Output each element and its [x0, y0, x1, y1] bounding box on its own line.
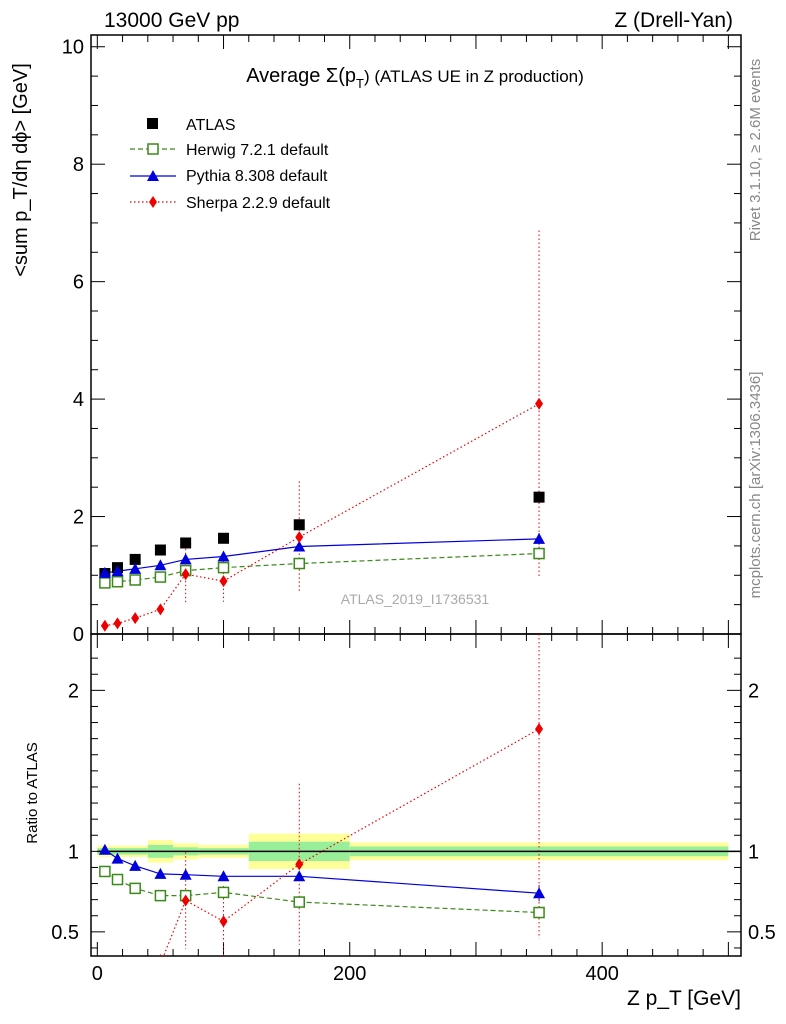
herwig-ratio-point: [129, 882, 141, 895]
main-y-tick-label: 8: [73, 154, 84, 176]
atlas-point: [218, 532, 230, 544]
pythia-point: [154, 559, 167, 571]
herwig-point: [533, 547, 545, 560]
energy-label: 13000 GeV pp: [104, 9, 239, 32]
atlas-point: [129, 553, 141, 565]
rivet-label: Rivet 3.1.10, ≥ 2.6M events: [747, 59, 764, 242]
herwig-line: [104, 552, 540, 584]
sherpa-point: [219, 575, 228, 588]
pythia-ratio-point: [293, 870, 306, 882]
x-tick-label: 400: [585, 963, 618, 985]
herwig-point: [293, 557, 306, 570]
process-label: Z (Drell-Yan): [614, 9, 733, 32]
main-y-axis-title: <sum p_T/dη dϕ> [GeV]: [10, 63, 32, 277]
atlas-point: [293, 519, 305, 531]
sherpa-ratio-point: [295, 858, 304, 871]
herwig-ratio-point: [533, 906, 545, 919]
ratio-data: [98, 634, 546, 956]
ratio-y-tick-label: 2: [68, 680, 79, 702]
legend-marker-sherpa: [149, 196, 157, 208]
pythia-point: [293, 540, 306, 552]
pythia-point: [98, 566, 111, 578]
main-y-tick-label: 10: [62, 37, 84, 59]
legend-label-atlas: ATLAS: [186, 117, 236, 134]
herwig-point: [154, 571, 167, 583]
sherpa-point: [156, 603, 165, 616]
main-y-tick-label: 2: [73, 507, 84, 529]
analysis-watermark: ATLAS_2019_I1736531: [341, 591, 490, 607]
pythia-ratio-point: [129, 859, 142, 871]
atlas-point: [154, 544, 166, 556]
herwig-ratio-point: [111, 873, 124, 886]
legend-marker-pythia: [147, 170, 159, 181]
ratio-axes: 0 200 400 0.5 0.5 1 1 2 2: [51, 634, 776, 985]
atlas-point: [180, 537, 192, 549]
legend-marker-herwig: [147, 143, 159, 155]
ratio-y-tick-label: 1: [68, 841, 79, 863]
herwig-ratio-point: [154, 889, 167, 902]
plot-title-suffix: ) (ATLAS UE in Z production): [364, 67, 584, 86]
main-y-tick-label: 6: [73, 272, 84, 294]
herwig-ratio-point: [99, 865, 111, 878]
ratio-y-tick-label-right: 2: [748, 680, 759, 702]
atlas-point: [533, 491, 545, 503]
sherpa-point: [113, 617, 122, 630]
x-tick-label: 0: [92, 963, 103, 985]
sherpa-point: [535, 397, 544, 410]
herwig-ratio-point: [217, 886, 230, 899]
ratio-bands: [97, 833, 741, 870]
legend-label-pythia: Pythia 8.308 default: [186, 168, 328, 185]
legend-label-sherpa: Sherpa 2.2.9 default: [186, 195, 331, 212]
ratio-plot-frame: [90, 633, 742, 957]
herwig-point: [111, 575, 124, 588]
herwig-point: [99, 577, 111, 589]
sherpa-point: [181, 568, 190, 581]
pythia-point: [179, 553, 192, 565]
main-data: [98, 230, 546, 632]
plot-title-sub: T: [356, 76, 364, 91]
sherpa-point: [100, 619, 109, 632]
sherpa-line: [104, 403, 540, 627]
legend-label-herwig: Herwig 7.2.1 default: [186, 142, 329, 159]
sherpa-point: [295, 531, 304, 544]
ratio-y-tick-label-right: 1: [748, 841, 759, 863]
pythia-point: [533, 532, 546, 544]
pythia-ratio-point: [98, 843, 111, 855]
pythia-point: [129, 562, 142, 574]
mcplots-label: mcplots.cern.ch [arXiv:1306.3436]: [747, 372, 764, 599]
sherpa-ratio-point: [535, 722, 544, 735]
pythia-point: [111, 565, 124, 577]
pythia-ratio-point: [179, 868, 192, 880]
main-axes: 0 2 4 6 8 10: [62, 35, 741, 646]
pythia-ratio-point: [154, 867, 167, 879]
main-y-tick-label: 0: [73, 624, 84, 646]
plot-title: Average Σ(pT) (ATLAS UE in Z production): [246, 65, 584, 91]
plot-title-prefix: Average Σ(p: [246, 65, 356, 87]
sherpa-ratio-point: [219, 915, 228, 928]
pythia-ratio-point: [111, 852, 124, 864]
pythia-point: [217, 550, 230, 562]
legend-marker-atlas: [147, 118, 158, 129]
main-y-tick-label: 4: [73, 389, 84, 411]
legend: ATLAS Herwig 7.2.1 default Pythia 8.308 …: [130, 117, 331, 212]
pythia-ratio-point: [217, 870, 230, 882]
herwig-point: [129, 574, 141, 586]
ratio-y-tick-label: 0.5: [51, 922, 79, 944]
ratio-y-axis-title: Ratio to ATLAS: [24, 742, 41, 843]
x-tick-label: 200: [333, 963, 366, 985]
ratio-y-tick-label-right: 0.5: [748, 922, 776, 944]
herwig-point: [217, 561, 230, 574]
pythia-ratio-point: [533, 887, 546, 899]
sherpa-ratio-point: [181, 894, 190, 907]
sherpa-point: [131, 612, 140, 625]
herwig-ratio-point: [293, 896, 306, 908]
sherpa-ratio-line: [162, 728, 540, 956]
x-axis-title: Z p_T [GeV]: [627, 987, 741, 1010]
